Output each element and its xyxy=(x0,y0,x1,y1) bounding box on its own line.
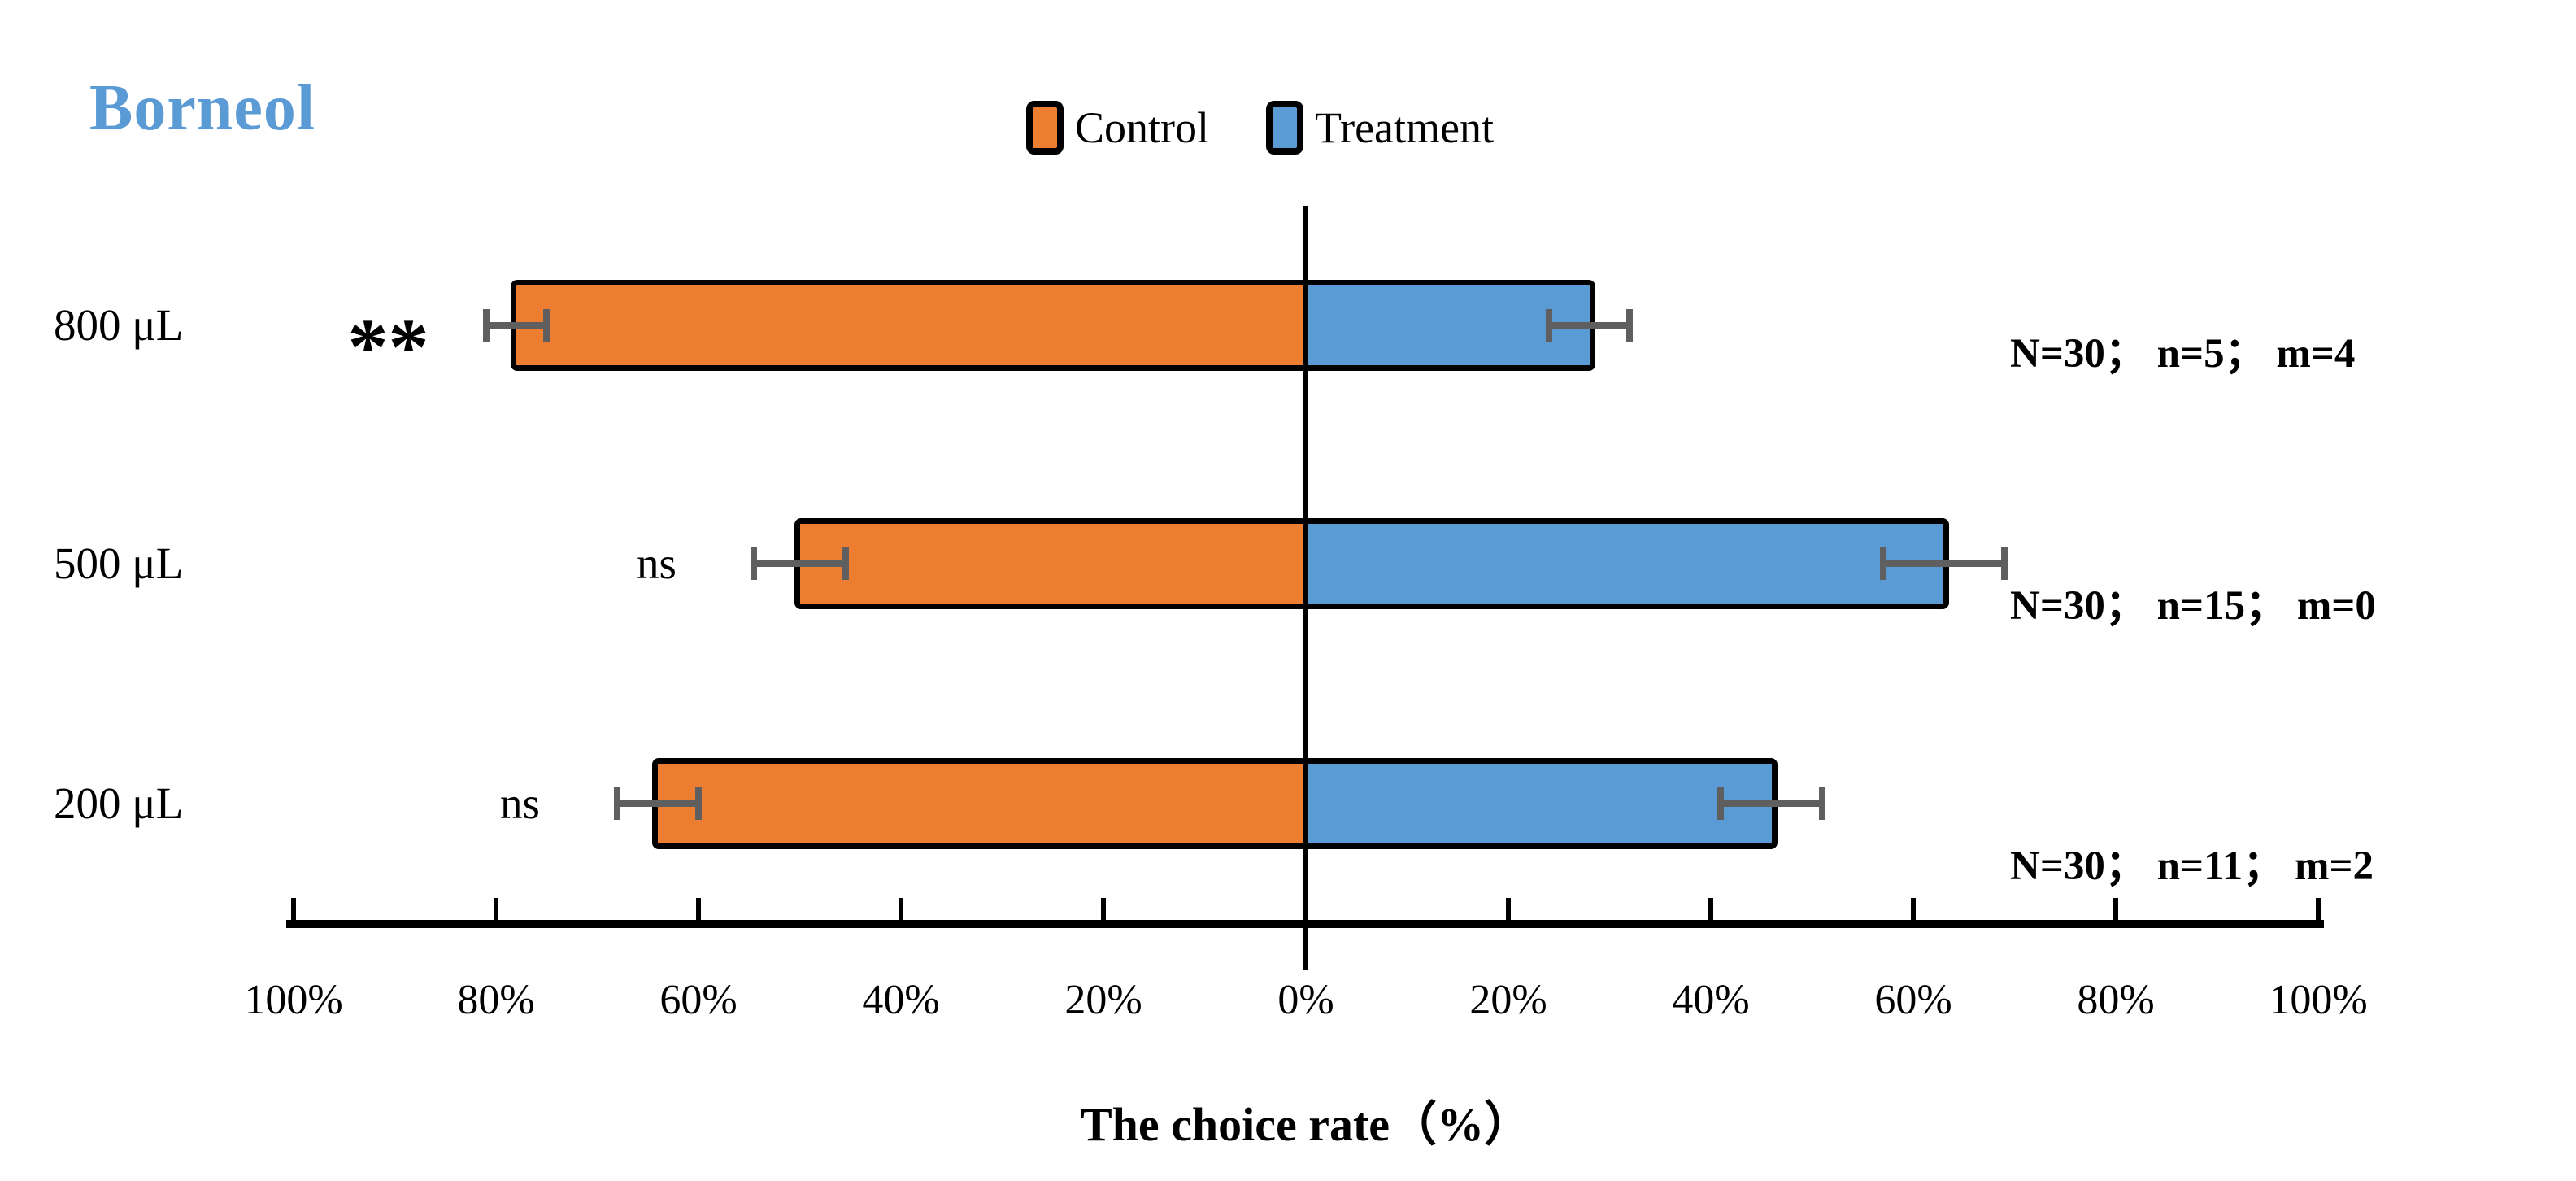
treatment-error-cap-1 xyxy=(1545,309,1552,342)
control-error-cap-2 xyxy=(751,547,758,580)
treatment-swatch-icon xyxy=(1266,101,1304,155)
x-tick-label: 60% xyxy=(659,977,738,1023)
treatment-error-bar-3 xyxy=(1721,800,1822,807)
treatment-error-cap-3 xyxy=(1717,787,1725,820)
treatment-error-cap-2 xyxy=(2001,547,2008,580)
x-tick-label: 40% xyxy=(862,977,940,1023)
x-tick-label: 0% xyxy=(1277,977,1334,1023)
treatment-error-cap-3 xyxy=(1818,787,1825,820)
control-error-cap-3 xyxy=(695,787,702,820)
significance-label-3: ns xyxy=(499,778,540,828)
x-axis-tick xyxy=(1708,898,1713,920)
treatment-error-bar-2 xyxy=(1882,560,2005,567)
bar-row-3 xyxy=(652,758,1778,849)
control-error-cap-1 xyxy=(543,309,550,342)
x-tick-label: 80% xyxy=(457,977,535,1023)
x-axis-tick xyxy=(1506,898,1511,920)
x-axis-tick xyxy=(899,898,903,920)
x-axis-tick xyxy=(696,898,701,920)
significance-label-1: ** xyxy=(347,302,429,392)
legend-label-control: Control xyxy=(1075,103,1210,152)
treatment-error-bar-1 xyxy=(1548,322,1630,329)
x-axis-tick xyxy=(2316,898,2321,920)
x-axis-title: The choice rate（%） xyxy=(1080,1098,1532,1151)
control-bar-segment-3 xyxy=(658,764,1306,843)
control-bar-segment-1 xyxy=(516,285,1306,365)
x-axis-tick xyxy=(1911,898,1916,920)
sample-note-3: N=30； n=11； m=2 xyxy=(2010,843,2374,889)
x-tick-label: 20% xyxy=(1064,977,1142,1023)
bar-row-1 xyxy=(510,280,1595,371)
x-axis-tick xyxy=(291,898,296,920)
treatment-error-cap-2 xyxy=(1879,547,1886,580)
control-error-bar-3 xyxy=(617,800,698,807)
control-error-bar-1 xyxy=(485,322,547,329)
control-error-cap-2 xyxy=(842,547,849,580)
category-label-2: 500 μL xyxy=(54,538,184,588)
control-bar-segment-2 xyxy=(799,524,1306,604)
x-axis-tick xyxy=(1101,898,1106,920)
significance-label-2: ns xyxy=(637,538,677,588)
control-error-cap-3 xyxy=(614,787,621,820)
sample-note-1: N=30； n=5； m=4 xyxy=(2010,331,2356,377)
control-error-bar-2 xyxy=(754,560,846,567)
x-tick-label: 80% xyxy=(2077,977,2155,1023)
sample-note-2: N=30； n=15； m=0 xyxy=(2010,583,2376,629)
chart-title: Borneol xyxy=(89,72,316,144)
legend-item-treatment: Treatment xyxy=(1266,101,1494,155)
x-tick-label: 20% xyxy=(1469,977,1547,1023)
treatment-error-cap-1 xyxy=(1626,309,1634,342)
legend-label-treatment: Treatment xyxy=(1315,103,1494,152)
treatment-bar-segment-3 xyxy=(1305,764,1772,843)
control-swatch-icon xyxy=(1026,101,1064,155)
x-tick-label: 40% xyxy=(1672,977,1750,1023)
bar-row-2 xyxy=(794,518,1950,609)
category-label-3: 200 μL xyxy=(54,778,184,828)
x-tick-label: 100% xyxy=(2269,977,2368,1023)
legend-item-control: Control xyxy=(1026,101,1209,155)
category-label-1: 800 μL xyxy=(54,300,184,350)
x-axis-tick xyxy=(2113,898,2118,920)
treatment-bar-segment-1 xyxy=(1305,285,1590,365)
control-error-cap-1 xyxy=(482,309,490,342)
zero-axis-line xyxy=(1303,206,1308,970)
legend: Control Treatment xyxy=(1026,101,1494,155)
x-tick-label: 60% xyxy=(1874,977,1952,1023)
x-tick-label: 100% xyxy=(244,977,343,1023)
x-axis-tick xyxy=(494,898,498,920)
treatment-bar-segment-2 xyxy=(1306,524,1944,604)
